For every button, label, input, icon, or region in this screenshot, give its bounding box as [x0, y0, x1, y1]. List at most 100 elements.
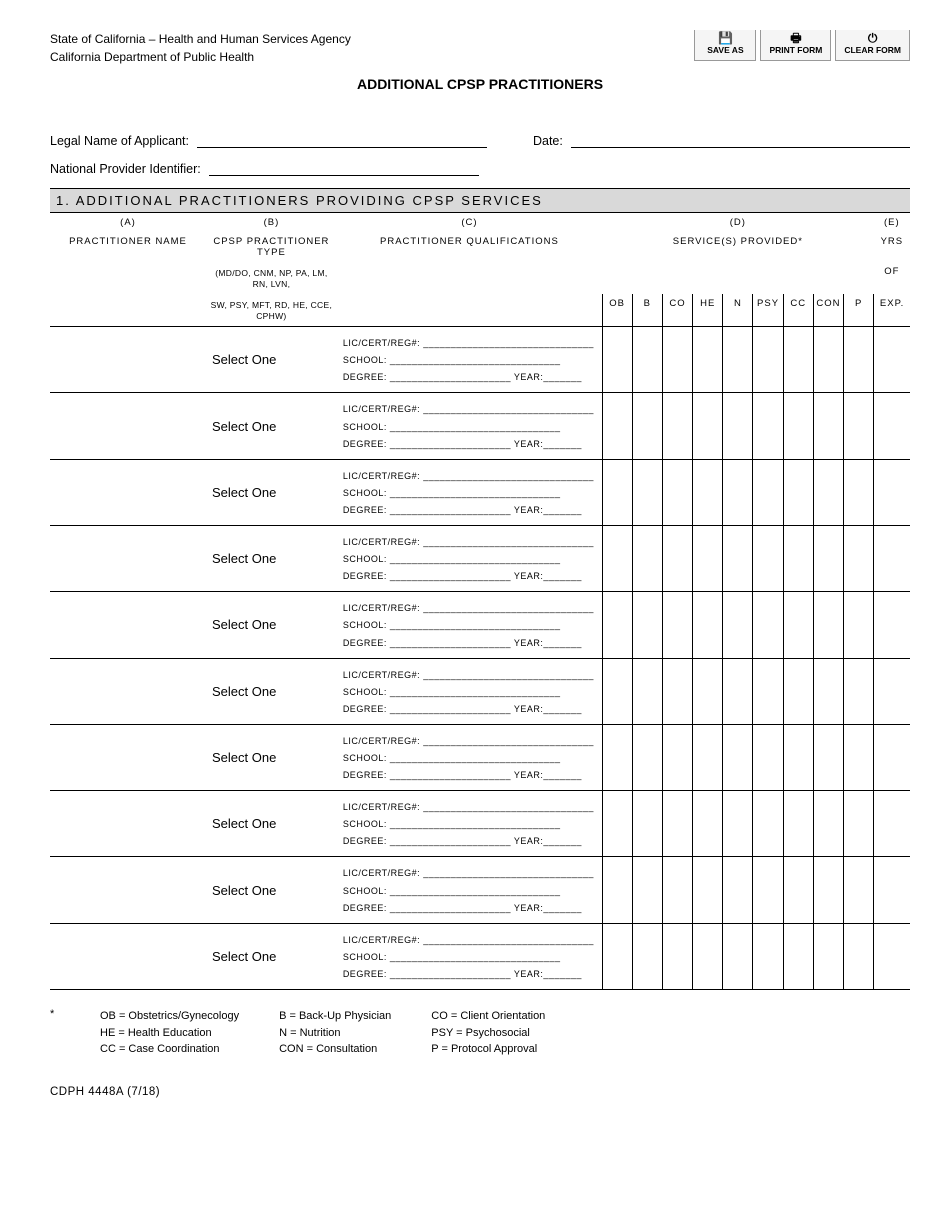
service-checkbox[interactable] [753, 526, 783, 592]
practitioner-name-input[interactable] [50, 393, 206, 459]
service-checkbox[interactable] [602, 724, 632, 790]
year-input[interactable]: _______ [543, 439, 582, 449]
practitioner-name-input[interactable] [50, 327, 206, 393]
school-input[interactable]: _______________________________ [390, 886, 561, 896]
school-input[interactable]: _______________________________ [390, 422, 561, 432]
service-checkbox[interactable] [602, 791, 632, 857]
service-checkbox[interactable] [844, 526, 874, 592]
school-input[interactable]: _______________________________ [390, 753, 561, 763]
service-checkbox[interactable] [693, 393, 723, 459]
service-checkbox[interactable] [844, 791, 874, 857]
practitioner-name-input[interactable] [50, 526, 206, 592]
legal-name-input[interactable] [197, 132, 487, 148]
practitioner-name-input[interactable] [50, 724, 206, 790]
service-checkbox[interactable] [813, 393, 843, 459]
practitioner-type-select[interactable]: Select One [206, 791, 337, 857]
practitioner-name-input[interactable] [50, 857, 206, 923]
print-form-button[interactable]: 🖶 PRINT FORM [760, 30, 831, 61]
service-checkbox[interactable] [693, 724, 723, 790]
service-checkbox[interactable] [632, 791, 662, 857]
degree-input[interactable]: ______________________ [390, 638, 511, 648]
service-checkbox[interactable] [844, 923, 874, 989]
service-checkbox[interactable] [723, 923, 753, 989]
lic-input[interactable]: _______________________________ [423, 603, 594, 613]
degree-input[interactable]: ______________________ [390, 969, 511, 979]
service-checkbox[interactable] [693, 459, 723, 525]
lic-input[interactable]: _______________________________ [423, 802, 594, 812]
service-checkbox[interactable] [662, 393, 692, 459]
service-checkbox[interactable] [602, 857, 632, 923]
service-checkbox[interactable] [602, 459, 632, 525]
service-checkbox[interactable] [723, 459, 753, 525]
school-input[interactable]: _______________________________ [390, 554, 561, 564]
practitioner-name-input[interactable] [50, 658, 206, 724]
school-input[interactable]: _______________________________ [390, 355, 561, 365]
practitioner-type-select[interactable]: Select One [206, 393, 337, 459]
service-checkbox[interactable] [813, 658, 843, 724]
yrs-exp-input[interactable] [874, 459, 910, 525]
service-checkbox[interactable] [813, 592, 843, 658]
year-input[interactable]: _______ [543, 372, 582, 382]
service-checkbox[interactable] [602, 526, 632, 592]
service-checkbox[interactable] [783, 393, 813, 459]
lic-input[interactable]: _______________________________ [423, 471, 594, 481]
yrs-exp-input[interactable] [874, 526, 910, 592]
year-input[interactable]: _______ [543, 770, 582, 780]
service-checkbox[interactable] [632, 658, 662, 724]
service-checkbox[interactable] [723, 327, 753, 393]
service-checkbox[interactable] [662, 526, 692, 592]
degree-input[interactable]: ______________________ [390, 372, 511, 382]
service-checkbox[interactable] [813, 724, 843, 790]
service-checkbox[interactable] [602, 923, 632, 989]
yrs-exp-input[interactable] [874, 658, 910, 724]
service-checkbox[interactable] [632, 923, 662, 989]
yrs-exp-input[interactable] [874, 791, 910, 857]
degree-input[interactable]: ______________________ [390, 903, 511, 913]
practitioner-name-input[interactable] [50, 592, 206, 658]
service-checkbox[interactable] [632, 724, 662, 790]
service-checkbox[interactable] [844, 658, 874, 724]
service-checkbox[interactable] [753, 327, 783, 393]
school-input[interactable]: _______________________________ [390, 488, 561, 498]
lic-input[interactable]: _______________________________ [423, 537, 594, 547]
yrs-exp-input[interactable] [874, 857, 910, 923]
service-checkbox[interactable] [753, 724, 783, 790]
practitioner-type-select[interactable]: Select One [206, 923, 337, 989]
yrs-exp-input[interactable] [874, 923, 910, 989]
practitioner-type-select[interactable]: Select One [206, 327, 337, 393]
service-checkbox[interactable] [632, 857, 662, 923]
practitioner-type-select[interactable]: Select One [206, 459, 337, 525]
degree-input[interactable]: ______________________ [390, 571, 511, 581]
date-input[interactable] [571, 132, 910, 148]
service-checkbox[interactable] [693, 923, 723, 989]
service-checkbox[interactable] [844, 724, 874, 790]
degree-input[interactable]: ______________________ [390, 770, 511, 780]
service-checkbox[interactable] [662, 592, 692, 658]
practitioner-type-select[interactable]: Select One [206, 592, 337, 658]
practitioner-name-input[interactable] [50, 459, 206, 525]
degree-input[interactable]: ______________________ [390, 704, 511, 714]
lic-input[interactable]: _______________________________ [423, 338, 594, 348]
service-checkbox[interactable] [813, 459, 843, 525]
service-checkbox[interactable] [783, 658, 813, 724]
service-checkbox[interactable] [693, 526, 723, 592]
year-input[interactable]: _______ [543, 836, 582, 846]
service-checkbox[interactable] [813, 327, 843, 393]
school-input[interactable]: _______________________________ [390, 687, 561, 697]
service-checkbox[interactable] [753, 459, 783, 525]
service-checkbox[interactable] [753, 791, 783, 857]
service-checkbox[interactable] [844, 857, 874, 923]
school-input[interactable]: _______________________________ [390, 819, 561, 829]
service-checkbox[interactable] [602, 327, 632, 393]
service-checkbox[interactable] [693, 658, 723, 724]
service-checkbox[interactable] [693, 791, 723, 857]
service-checkbox[interactable] [693, 327, 723, 393]
practitioner-type-select[interactable]: Select One [206, 658, 337, 724]
yrs-exp-input[interactable] [874, 724, 910, 790]
service-checkbox[interactable] [753, 923, 783, 989]
year-input[interactable]: _______ [543, 969, 582, 979]
yrs-exp-input[interactable] [874, 393, 910, 459]
npi-input[interactable] [209, 160, 479, 176]
year-input[interactable]: _______ [543, 903, 582, 913]
service-checkbox[interactable] [662, 857, 692, 923]
